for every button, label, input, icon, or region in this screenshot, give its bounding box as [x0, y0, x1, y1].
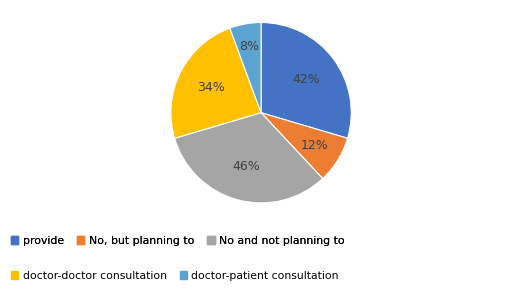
- Legend: provide, No, but planning to, No and not planning to: provide, No, but planning to, No and not…: [10, 236, 344, 246]
- Text: 42%: 42%: [292, 73, 320, 86]
- Wedge shape: [261, 23, 351, 138]
- Wedge shape: [175, 113, 323, 203]
- Text: 46%: 46%: [233, 160, 260, 173]
- Legend: doctor-doctor consultation, doctor-patient consultation: doctor-doctor consultation, doctor-patie…: [10, 271, 339, 281]
- Wedge shape: [171, 28, 261, 138]
- Wedge shape: [261, 113, 347, 179]
- Wedge shape: [230, 23, 261, 113]
- Text: 8%: 8%: [239, 40, 259, 53]
- Text: 12%: 12%: [301, 139, 329, 152]
- Text: 34%: 34%: [197, 81, 225, 94]
